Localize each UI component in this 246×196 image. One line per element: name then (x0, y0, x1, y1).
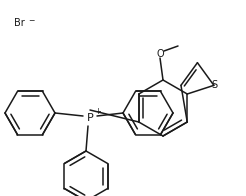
Text: S: S (212, 80, 218, 90)
Text: +: + (94, 106, 101, 115)
Text: −: − (28, 16, 34, 25)
Text: O: O (156, 49, 164, 59)
Text: P: P (87, 113, 93, 123)
Text: Br: Br (14, 18, 25, 28)
